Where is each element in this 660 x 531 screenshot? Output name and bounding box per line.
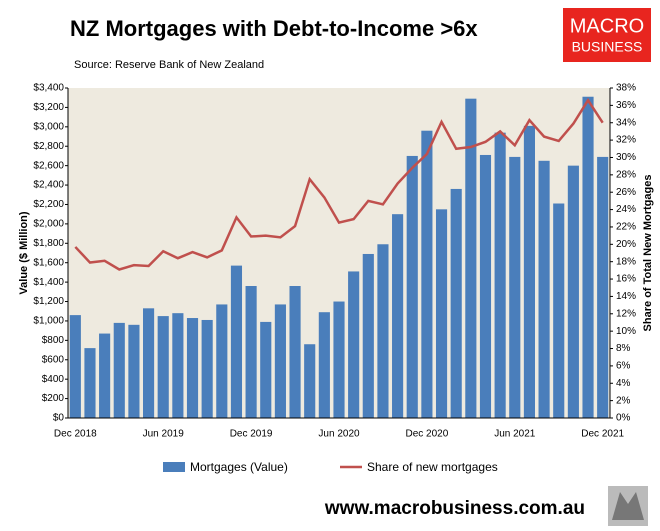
bar (274, 304, 286, 418)
y-tick-label: $2,200 (33, 199, 64, 210)
legend-label: Mortgages (Value) (190, 460, 288, 474)
bar (523, 125, 535, 419)
y2-tick-label: 34% (616, 117, 636, 128)
bar (333, 301, 345, 418)
bar (289, 286, 301, 418)
bar (567, 165, 579, 418)
bar (201, 319, 213, 418)
chart-title: NZ Mortgages with Debt-to-Income >6x (70, 16, 478, 41)
x-tick-label: Jun 2021 (494, 429, 536, 440)
bar (406, 155, 418, 419)
bar (597, 156, 609, 419)
wolf-icon (608, 486, 648, 526)
logo-text: BUSINESS (572, 39, 643, 55)
line (74, 97, 604, 271)
bar (69, 315, 81, 418)
chart-subtitle: Source: Reserve Bank of New Zealand (74, 59, 264, 71)
legend-swatch (163, 462, 185, 472)
x-tick-label: Dec 2020 (405, 429, 448, 440)
y-tick-label: $200 (42, 393, 65, 404)
y2-tick-label: 8% (616, 343, 631, 354)
y2-tick-label: 16% (616, 274, 636, 285)
bar (450, 188, 462, 418)
x-tick-label: Dec 2019 (230, 429, 273, 440)
y2-axis-label: Share of Total New Mortgages (642, 175, 654, 332)
bar (392, 214, 404, 418)
bar (216, 304, 228, 418)
legend-label: Share of new mortgages (367, 460, 498, 474)
y2-tick-label: 24% (616, 204, 636, 215)
y2-tick-label: 28% (616, 169, 636, 180)
y-tick-label: $3,200 (33, 102, 64, 113)
bar (494, 132, 506, 418)
y-tick-label: $800 (42, 335, 65, 346)
bar (113, 322, 125, 418)
y2-tick-label: 30% (616, 152, 636, 163)
bar (186, 318, 199, 418)
bar (260, 321, 272, 418)
y2-tick-label: 0% (616, 413, 631, 424)
logo-text: MACRO (570, 15, 644, 37)
y2-tick-label: 32% (616, 135, 636, 146)
bar (157, 316, 169, 418)
y2-tick-label: 38% (616, 83, 636, 94)
y-tick-label: $1,000 (33, 316, 64, 327)
x-tick-label: Jun 2020 (318, 429, 360, 440)
bar (509, 156, 521, 419)
bar (538, 160, 550, 418)
x-tick-label: Jun 2019 (143, 429, 185, 440)
y2-tick-label: 18% (616, 256, 636, 267)
y2-tick-label: 26% (616, 187, 636, 198)
bar (582, 96, 594, 418)
y2-tick-label: 22% (616, 222, 636, 233)
bar (553, 203, 565, 418)
bar (377, 244, 389, 418)
y2-tick-label: 20% (616, 239, 636, 250)
bar (479, 154, 492, 418)
bar (304, 344, 316, 418)
y-tick-label: $1,600 (33, 257, 64, 268)
bar (99, 333, 111, 418)
y-tick-label: $1,400 (33, 277, 64, 288)
y-tick-label: $400 (42, 374, 65, 385)
y-tick-label: $2,600 (33, 160, 64, 171)
bar (318, 312, 330, 418)
y-tick-label: $3,000 (33, 121, 64, 132)
x-tick-label: Dec 2021 (581, 429, 624, 440)
bar (143, 308, 155, 418)
y2-tick-label: 36% (616, 100, 636, 111)
footer: www.macrobusiness.com.au (324, 498, 585, 519)
bar (245, 286, 257, 418)
bar (84, 348, 96, 418)
y-tick-label: $2,800 (33, 141, 64, 152)
y2-tick-label: 2% (616, 395, 631, 406)
bar (128, 324, 140, 418)
y-tick-label: $2,000 (33, 219, 64, 230)
bar (421, 130, 433, 419)
bar (348, 271, 360, 418)
y-axis-label: Value ($ Million) (18, 211, 30, 294)
y2-tick-label: 12% (616, 308, 636, 319)
bar (230, 265, 243, 418)
x-tick-label: Dec 2018 (54, 429, 97, 440)
y-tick-label: $2,400 (33, 180, 64, 191)
bar (172, 313, 184, 418)
y-tick-label: $1,800 (33, 238, 64, 249)
logo-box (563, 8, 651, 62)
y2-tick-label: 14% (616, 291, 636, 302)
bar (362, 253, 374, 418)
y-tick-label: $0 (53, 413, 65, 424)
y2-tick-label: 10% (616, 326, 636, 337)
y-tick-label: $600 (42, 354, 65, 365)
bar (465, 98, 477, 419)
y2-tick-label: 4% (616, 378, 631, 389)
y-tick-label: $3,400 (33, 83, 64, 94)
y2-tick-label: 6% (616, 361, 631, 372)
y-tick-label: $1,200 (33, 296, 64, 307)
bar (435, 209, 448, 418)
